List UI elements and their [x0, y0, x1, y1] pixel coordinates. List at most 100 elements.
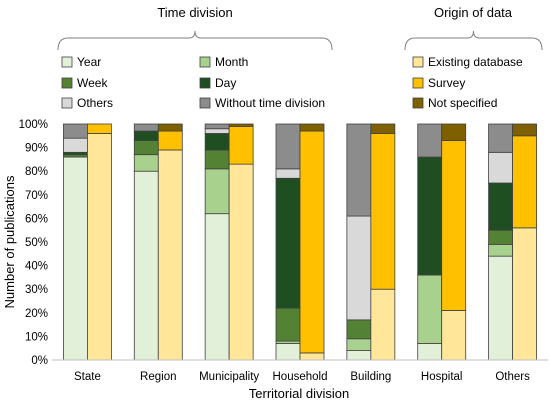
bar-segment-without-time-division [488, 123, 513, 153]
x-axis-label: Territorial division [249, 386, 349, 401]
bar-segment-not-specified [441, 123, 467, 141]
bar-segment-survey [370, 133, 396, 290]
y-tick-label: 30% [25, 284, 48, 296]
bar-segment-others [204, 128, 230, 134]
y-tick-label: 0% [31, 355, 48, 367]
bar-segment-existing-database [157, 149, 183, 361]
legend-label: Year [77, 55, 101, 69]
bar-segment-not-specified [157, 123, 183, 132]
bar-segment-year [488, 255, 513, 361]
y-axis-label: Number of publications [2, 175, 17, 308]
x-tick-label: Municipality [199, 371, 259, 383]
legend-swatch [61, 56, 73, 68]
bar-segment-survey [299, 130, 325, 354]
bar-segment-survey [228, 125, 254, 165]
legend-swatch [412, 77, 424, 89]
bar-segment-year [346, 350, 372, 361]
legend-label: Not specified [428, 96, 497, 110]
legend-label: Month [215, 55, 248, 69]
bar-segment-not-specified [299, 123, 325, 132]
legend-swatch [199, 97, 211, 109]
x-tick-label: Hospital [421, 371, 463, 383]
x-tick-label: State [74, 371, 101, 383]
bar-segment-without-time-division [204, 123, 230, 130]
y-tick-label: 20% [25, 308, 48, 320]
group-title: Origin of data [434, 5, 513, 20]
bar-segment-existing-database [512, 227, 537, 361]
bar-segment-existing-database [299, 352, 325, 361]
bar-segment-without-time-division [133, 123, 159, 132]
bar-segment-day [133, 130, 159, 141]
bar-segment-week [346, 319, 372, 340]
bar-segment-month [488, 243, 513, 257]
bar-segment-month [417, 274, 443, 344]
bar-segment-week [488, 229, 513, 245]
x-tick-label: Household [273, 371, 328, 383]
y-tick-label: 40% [25, 261, 48, 273]
y-tick-label: 90% [25, 143, 48, 155]
legend-label: Without time division [215, 96, 325, 110]
bar-segment-week [275, 307, 301, 342]
group-bracket [57, 30, 333, 51]
bar-segment-month [133, 154, 159, 172]
bar-segment-not-specified [370, 123, 396, 134]
plot-area [63, 123, 537, 361]
bar-segment-survey [157, 130, 183, 151]
y-tick-label: 10% [25, 331, 48, 343]
bar-segment-existing-database [87, 133, 112, 361]
bar-segment-week [204, 149, 230, 170]
bar-segment-day [204, 133, 230, 151]
bar-segment-not-specified [228, 123, 254, 127]
group-brackets: Time division Origin of data [57, 5, 543, 51]
x-tick-label: Building [350, 371, 391, 383]
legend-swatch [199, 77, 211, 89]
y-tick-label: 70% [25, 190, 48, 202]
bar-segment-day [417, 156, 443, 276]
bar-segment-month [204, 168, 230, 215]
bar-segment-without-time-division [275, 123, 301, 170]
y-tick-label: 100% [19, 119, 48, 131]
y-tick-label: 80% [25, 166, 48, 178]
bar-segment-without-time-division [63, 123, 88, 139]
y-tick-label: 50% [25, 237, 48, 249]
bar-segment-survey [87, 123, 112, 134]
bar-segment-day [275, 177, 301, 309]
x-tick-label: Others [495, 371, 530, 383]
axes: State Region Municipality Household Building… [19, 119, 548, 383]
legend-swatch [412, 97, 424, 109]
bar-segment-without-time-division [346, 123, 372, 217]
y-tick-label: 60% [25, 213, 48, 225]
bar-segment-others [275, 168, 301, 179]
x-tick-label: Region [140, 371, 176, 383]
bar-segment-year [417, 343, 443, 361]
bar-segment-not-specified [512, 123, 537, 137]
legend-label: Week [77, 76, 108, 90]
legend-label: Survey [428, 76, 465, 90]
bar-segment-without-time-division [417, 123, 443, 158]
bar-segment-year [133, 170, 159, 361]
bar-segment-existing-database [441, 310, 467, 361]
bar-segment-existing-database [228, 163, 254, 361]
legend-label: Existing database [428, 55, 523, 69]
legend: Year Month Week Day Others Without time divis… [61, 55, 523, 110]
bar-segment-existing-database [370, 288, 396, 361]
group-title: Time division [157, 5, 232, 20]
legend-swatch [199, 56, 211, 68]
bar-segment-year [63, 156, 88, 361]
legend-label: Others [77, 96, 113, 110]
group-bracket [404, 30, 543, 51]
legend-label: Day [215, 76, 236, 90]
legend-swatch [412, 56, 424, 68]
bar-segment-survey [441, 140, 467, 311]
bar-segment-others [63, 137, 88, 153]
bar-segment-year [275, 343, 301, 361]
legend-swatch [61, 97, 73, 109]
bar-segment-week [133, 140, 159, 156]
bar-segment-others [346, 215, 372, 321]
bar-segment-survey [512, 135, 537, 229]
bar-segment-day [488, 182, 513, 231]
legend-swatch [61, 77, 73, 89]
bar-segment-month [346, 338, 372, 351]
bar-segment-others [488, 151, 513, 184]
